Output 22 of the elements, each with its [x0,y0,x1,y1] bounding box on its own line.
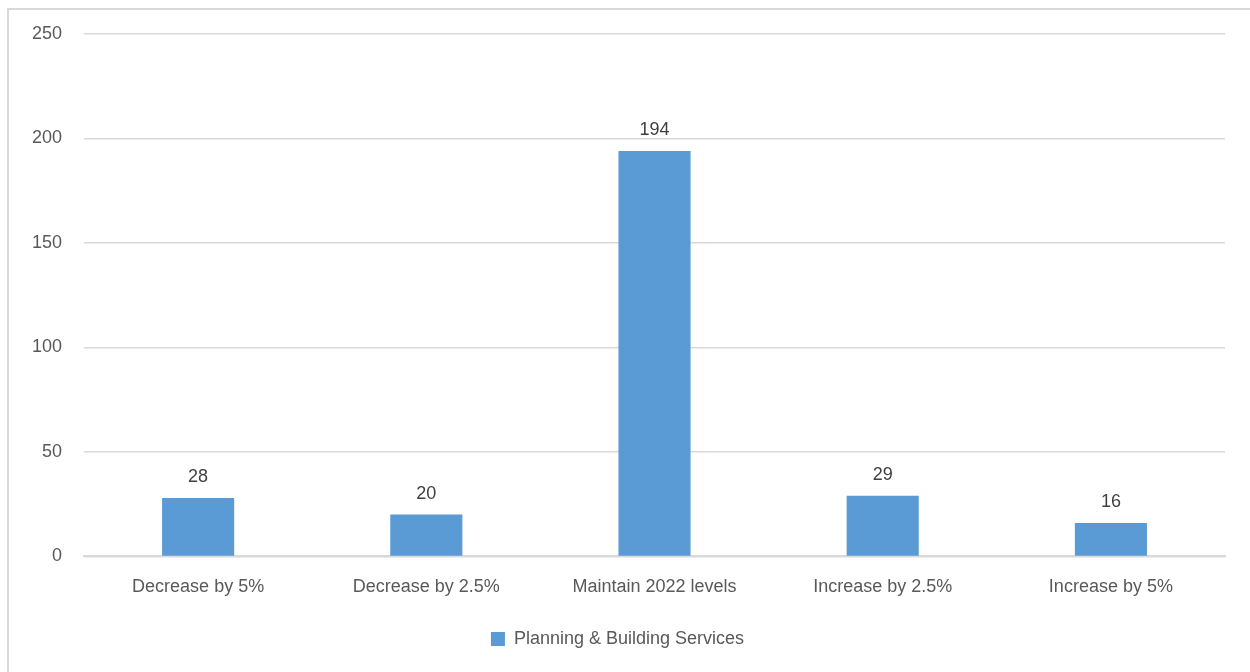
y-tick-label: 150 [31,231,63,252]
y-tick-label: 200 [31,127,63,148]
data-label: 29 [872,463,893,484]
bar [390,514,463,556]
bar [846,495,919,556]
x-tick-label: Maintain 2022 levels [572,576,737,597]
data-label: 20 [416,482,437,503]
data-label: 16 [1100,490,1121,511]
y-tick-label: 0 [52,545,63,566]
y-tick-label: 50 [42,440,63,461]
legend-label: Planning & Building Services [513,627,745,648]
bar [1074,522,1147,556]
x-tick-label: Increase by 5% [1048,576,1173,597]
bar [162,497,235,556]
bar [618,151,691,556]
x-tick-label: Increase by 2.5% [813,576,953,597]
data-label: 28 [188,465,209,486]
y-tick-label: 250 [31,22,63,43]
x-tick-label: Decrease by 5% [132,576,265,597]
y-tick-label: 100 [31,336,63,357]
x-tick-label: Decrease by 2.5% [352,576,500,597]
data-label: 194 [639,118,670,139]
